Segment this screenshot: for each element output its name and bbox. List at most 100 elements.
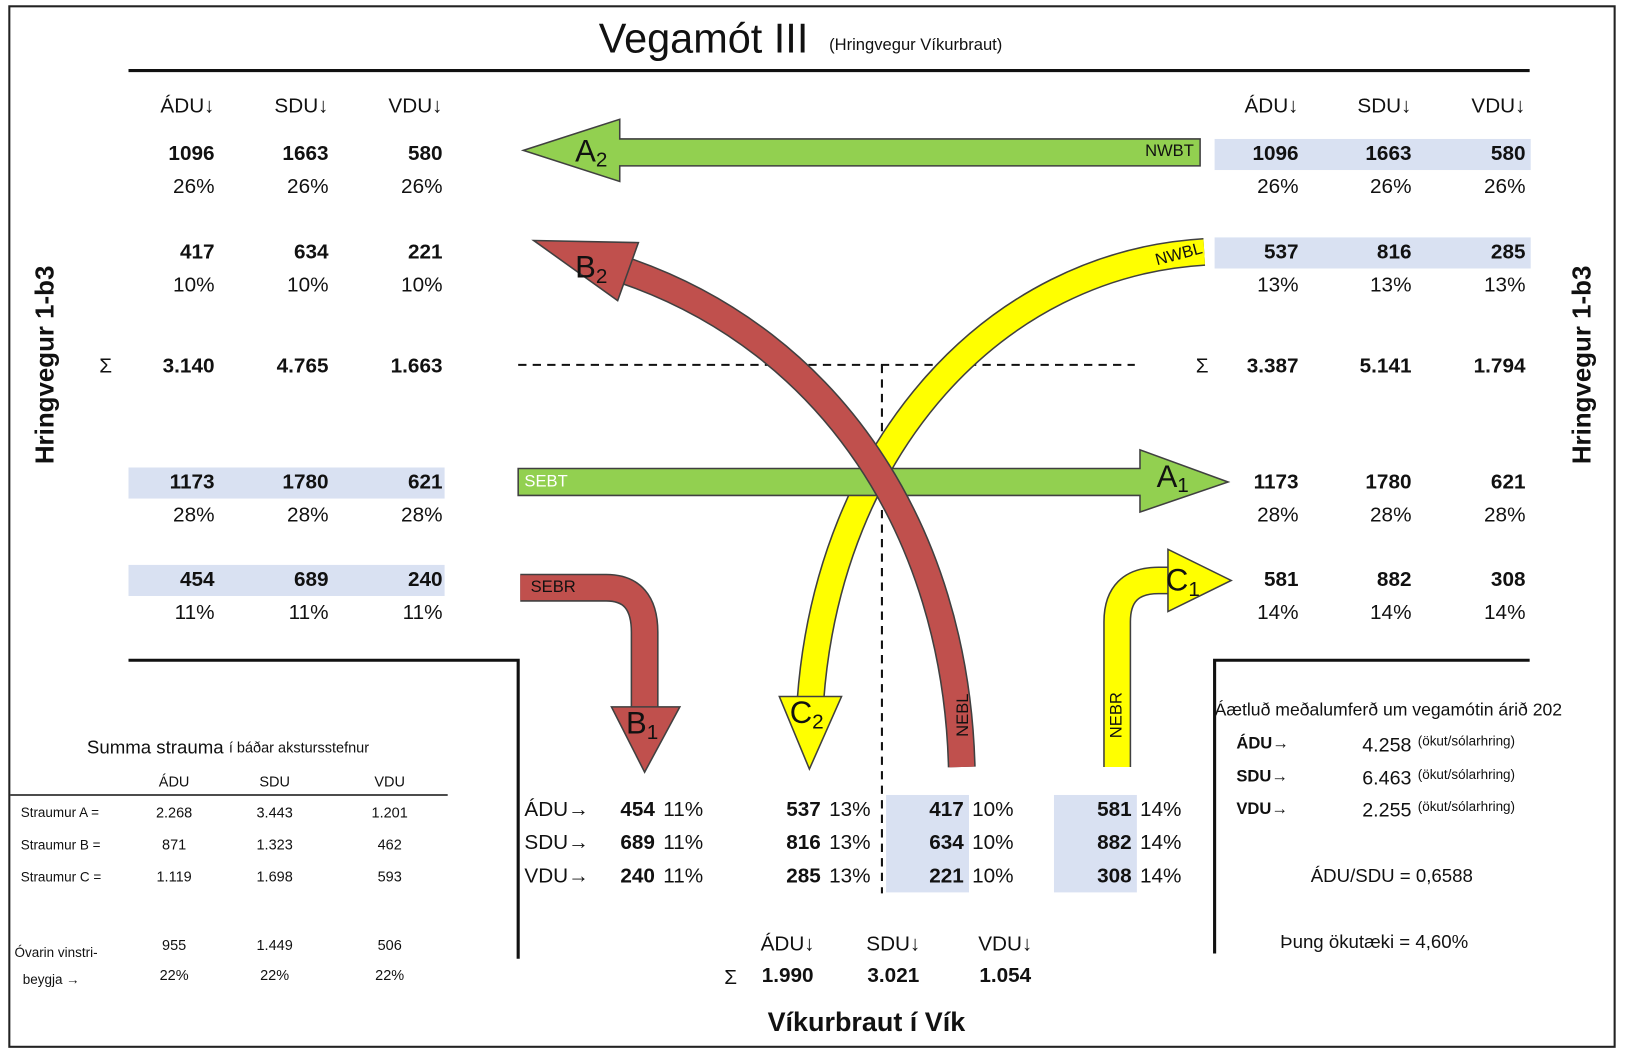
info-value: 6.463 (1362, 768, 1411, 790)
arrows (517, 118, 1233, 774)
column-header: SDU↓ (274, 94, 328, 117)
info-value: 2.255 (1362, 800, 1411, 822)
percent: 10% (173, 274, 214, 297)
texts: Vegamót III (Hringvegur Víkurbraut) Hringv… (10, 14, 1596, 1037)
percent: 14% (1140, 798, 1181, 821)
count: 689 (294, 568, 329, 591)
count: 1173 (1254, 470, 1299, 493)
summa-percent: 22% (375, 968, 404, 984)
count: 285 (1491, 240, 1526, 263)
percent: 11% (663, 831, 703, 854)
count: 537 (786, 798, 821, 821)
summa-title-main: Summa strauma (87, 736, 224, 757)
arrow-letter: A1 (1157, 459, 1189, 498)
letter: B (626, 706, 647, 741)
flow-label: SDU→ (524, 831, 588, 854)
count: 1663 (282, 142, 328, 165)
count: 240 (620, 864, 655, 887)
summa-label: Straumur C = (21, 869, 102, 884)
road-label: Hringvegur 1-b3 (1568, 266, 1596, 465)
highlight (1053, 794, 1137, 893)
count: 882 (1377, 568, 1412, 591)
subtitle: (Hringvegur Víkurbraut) (829, 35, 1002, 54)
count: 882 (1097, 831, 1132, 854)
percent: 13% (1370, 274, 1411, 297)
sigma: Σ (99, 354, 112, 377)
percent: 10% (972, 798, 1013, 821)
arrow (1104, 568, 1172, 767)
summa-label: beygja → (23, 972, 80, 987)
info-unit: (ökut/sólarhring) (1418, 734, 1515, 749)
column-header: VDU↓ (388, 94, 442, 117)
percent: 14% (1370, 601, 1411, 624)
percent: 26% (173, 175, 214, 198)
column-header: SDU↓ (1357, 94, 1411, 117)
count: 816 (786, 831, 821, 854)
percent: 14% (1257, 601, 1298, 624)
road-label: Víkurbraut í Vík (768, 1007, 966, 1037)
column-header: ÁDU↓ (1244, 94, 1298, 117)
sum: 1.794 (1474, 354, 1526, 377)
percent: 11% (403, 601, 443, 624)
highlight (1214, 138, 1531, 171)
percent: 26% (287, 175, 328, 198)
arrow-head (1167, 548, 1233, 613)
arrow-head (531, 239, 640, 302)
percent: 14% (1140, 831, 1181, 854)
arrow-code: SEBR (531, 577, 576, 596)
percent: 28% (287, 504, 328, 527)
sum: 1.990 (762, 964, 814, 987)
percent: 28% (401, 504, 442, 527)
arrow-head (610, 706, 682, 774)
letter: A (1157, 459, 1178, 494)
letter: B (575, 250, 596, 285)
count: 816 (1377, 240, 1412, 263)
arrow-letter: C1 (1166, 563, 1200, 602)
count: 621 (1491, 470, 1526, 493)
info-unit: (ökut/sólarhring) (1418, 767, 1515, 782)
count: 1173 (170, 470, 215, 493)
letter-sub: 2 (812, 711, 824, 734)
summa-value: 2.268 (156, 805, 192, 821)
percent: 11% (663, 864, 703, 887)
count: 1663 (1365, 142, 1411, 165)
info-value: 4.258 (1362, 734, 1411, 756)
highlight (1214, 237, 1531, 269)
sum: 1.054 (979, 964, 1031, 987)
summa-value: 1.201 (372, 805, 408, 821)
percent: 28% (1257, 504, 1298, 527)
highlights (128, 138, 1531, 893)
letter-sub: 1 (647, 721, 659, 744)
percent: 14% (1484, 601, 1525, 624)
count: 454 (180, 568, 215, 591)
percent: 28% (173, 504, 214, 527)
count: 580 (408, 142, 443, 165)
sum: 3.021 (867, 964, 919, 987)
sum: 5.141 (1360, 354, 1412, 377)
count: 621 (408, 470, 443, 493)
info-label: SDU→ (1236, 767, 1288, 786)
percent: 11% (289, 601, 329, 624)
letter-sub: 2 (596, 265, 608, 288)
title: Vegamót III (599, 14, 809, 61)
arrow-code: NEBL (953, 694, 972, 737)
letter: A (575, 134, 596, 169)
sum: 3.387 (1247, 354, 1299, 377)
percent: 26% (1484, 175, 1525, 198)
arrow-code: SEBT (524, 471, 567, 490)
count: 1780 (1365, 470, 1411, 493)
arrow (798, 239, 1205, 702)
percent: 10% (287, 274, 328, 297)
percent: 10% (972, 864, 1013, 887)
arrow-letter: B1 (626, 706, 658, 745)
sum: 1.663 (391, 354, 443, 377)
arrow (520, 118, 1201, 183)
count: 1780 (282, 470, 328, 493)
count: 221 (929, 864, 964, 887)
count: 454 (620, 798, 655, 821)
summa-value: 871 (162, 838, 186, 854)
count: 240 (408, 568, 443, 591)
summa-title: Summa strauma í báðar akstursstefnur (87, 736, 369, 757)
